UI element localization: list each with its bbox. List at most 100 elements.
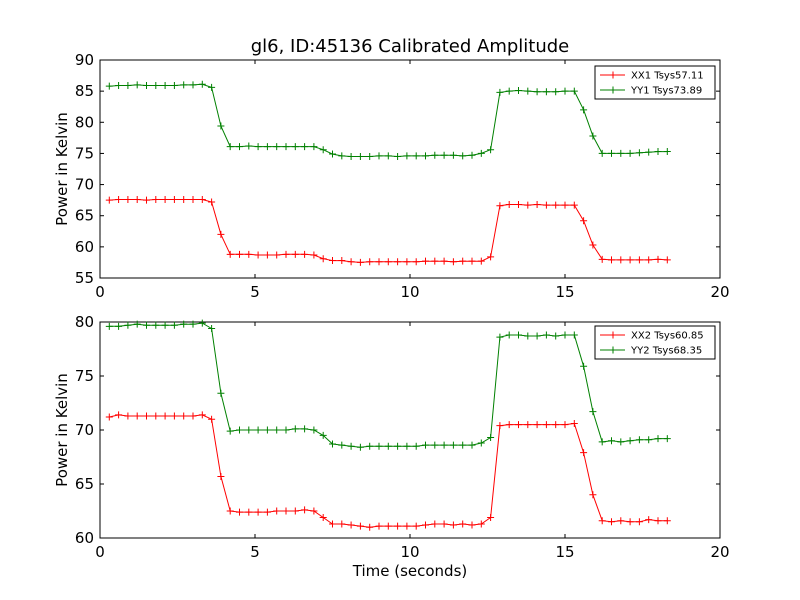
y-tick-label: 70 [75, 176, 94, 194]
data-point [422, 521, 429, 529]
data-point [301, 143, 309, 151]
plot-panel-2: 0 5 10 15 20 60 65 70 75 80 Power in Kelvin Time (s… [53, 313, 730, 580]
data-point [189, 81, 197, 89]
data-point [152, 412, 160, 420]
data-point [310, 507, 318, 515]
data-point [263, 426, 271, 434]
data-point [449, 441, 457, 449]
data-point [635, 256, 643, 264]
data-point [180, 196, 188, 204]
data-point [226, 250, 234, 258]
data-point [412, 258, 420, 266]
data-point [347, 442, 355, 450]
data-point [189, 320, 197, 328]
data-point [487, 146, 495, 154]
data-point [282, 507, 290, 515]
data-point [338, 520, 346, 528]
data-point [422, 152, 429, 160]
data-point [282, 143, 290, 151]
data-point [208, 415, 216, 423]
data-point [301, 506, 309, 514]
data-point [477, 439, 485, 447]
data-point [375, 442, 383, 450]
data-point [356, 258, 364, 266]
data-point [570, 201, 578, 209]
data-point [654, 255, 662, 263]
x-tick-label: 20 [710, 283, 729, 301]
data-point [217, 389, 225, 397]
data-point [598, 255, 606, 263]
data-point [552, 201, 560, 209]
data-point [412, 522, 420, 530]
data-point [626, 256, 634, 264]
data-point [366, 258, 374, 266]
data-point [384, 258, 392, 266]
data-point [236, 143, 243, 151]
legend-label: XX2 Tsys60.85 [631, 331, 704, 342]
data-point [282, 250, 290, 258]
data-point [412, 442, 420, 450]
data-point [356, 153, 364, 161]
data-point [626, 149, 634, 157]
data-point [654, 148, 662, 156]
data-point [598, 517, 606, 525]
legend-label: YY1 Tsys73.89 [630, 86, 702, 97]
data-point [524, 201, 532, 209]
data-point [356, 443, 364, 451]
data-point [143, 196, 150, 204]
data-point [245, 508, 253, 516]
data-point [608, 437, 615, 445]
data-point [161, 196, 169, 204]
data-point [319, 255, 327, 263]
series-line [109, 83, 668, 158]
data-point [217, 230, 225, 238]
data-point [161, 321, 169, 329]
y-tick-label: 60 [75, 238, 94, 256]
data-point [133, 320, 141, 328]
data-point [170, 412, 178, 420]
data-point [635, 518, 643, 526]
data-point [542, 421, 550, 429]
data-point [282, 426, 290, 434]
data-point [431, 151, 439, 159]
data-point [440, 441, 448, 449]
data-point [375, 522, 383, 530]
data-point [570, 87, 578, 95]
data-point [524, 421, 532, 429]
data-point [654, 435, 662, 443]
data-point [608, 149, 615, 157]
y-tick-label: 65 [75, 207, 94, 225]
data-point [394, 153, 402, 161]
data-point [468, 151, 476, 159]
data-point [496, 333, 504, 341]
data-point [338, 152, 346, 160]
data-point [570, 331, 578, 339]
data-point [208, 198, 216, 206]
data-point [208, 83, 216, 91]
data-point [505, 201, 513, 209]
data-point [319, 431, 327, 439]
data-point [663, 517, 671, 525]
data-point [347, 153, 355, 161]
y-tick-label: 75 [75, 367, 94, 385]
data-point [161, 82, 169, 90]
data-point [124, 321, 132, 329]
data-point [617, 256, 625, 264]
y-tick-label: 70 [75, 421, 94, 439]
data-point [422, 257, 429, 265]
data-point [533, 201, 541, 209]
data-point [403, 152, 411, 160]
legend-marker [609, 346, 617, 354]
data-point [198, 196, 206, 204]
data-point [635, 436, 643, 444]
y-tick-label: 75 [75, 144, 94, 162]
x-tick-label: 0 [95, 283, 105, 301]
data-point [608, 518, 615, 526]
data-point [422, 441, 429, 449]
data-point [515, 201, 522, 209]
data-point [468, 521, 476, 529]
data-point [412, 152, 420, 160]
data-point [663, 256, 671, 264]
data-point [477, 149, 485, 157]
